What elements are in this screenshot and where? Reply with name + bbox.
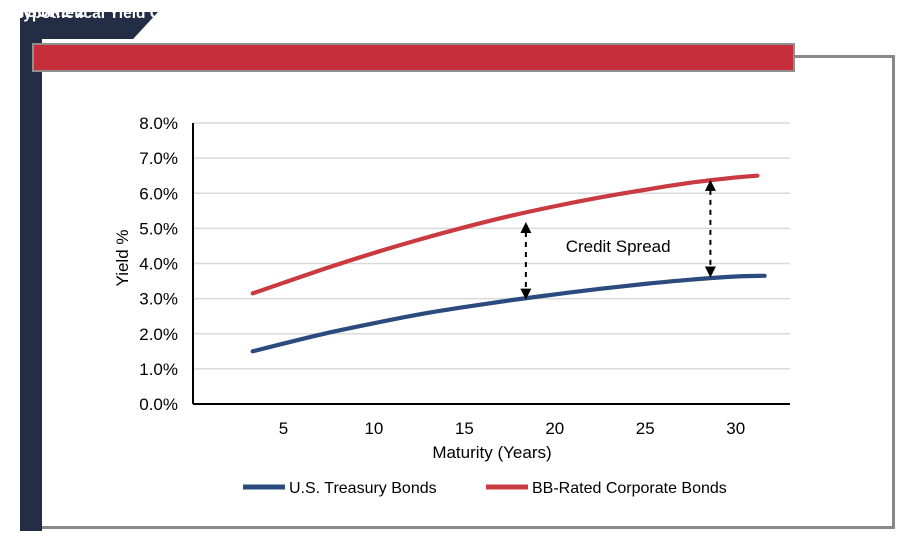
figure-number-label: FIGURE 2 [10, 4, 86, 21]
figure-left-spine [20, 12, 42, 531]
figure-number-tab [20, 12, 158, 39]
figure-border [30, 55, 895, 529]
figure-title: Hypothetical Yield Curve and Credit Spre… [12, 5, 332, 22]
figure-title-bar [32, 43, 795, 72]
